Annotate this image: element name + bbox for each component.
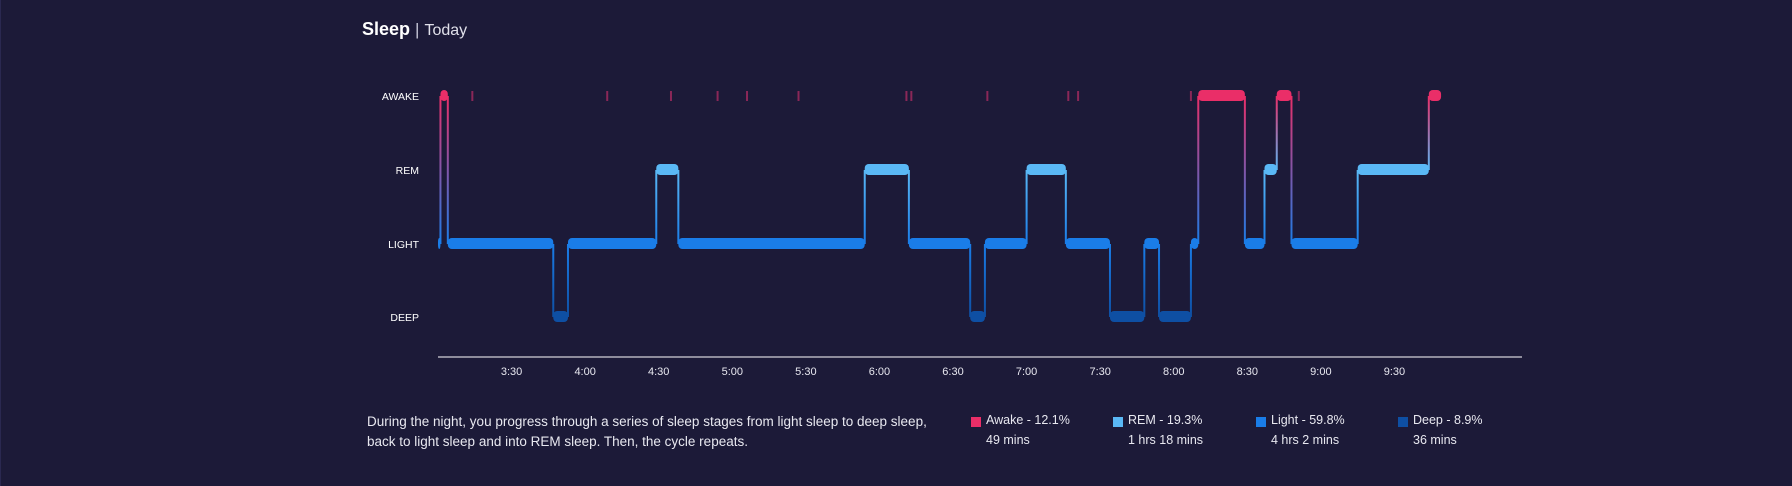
brief-awakening-tick	[797, 91, 800, 101]
legend-duration: 49 mins	[986, 433, 1030, 447]
legend-label: Light - 59.8%	[1271, 413, 1345, 427]
brief-awakening-tick	[1297, 91, 1300, 101]
stage-label-deep: DEEP	[390, 312, 419, 324]
chart-header: Sleep | Today	[362, 19, 467, 40]
stage-transition-line	[1143, 244, 1146, 317]
legend-swatch	[1113, 417, 1123, 427]
stage-bar-light	[1291, 238, 1358, 249]
stage-transition-line	[1427, 96, 1430, 170]
stage-transition-line	[1290, 96, 1293, 244]
legend-label: Awake - 12.1%	[986, 413, 1070, 427]
stage-transition-line	[1064, 170, 1067, 244]
legend-duration: 4 hrs 2 mins	[1271, 433, 1340, 447]
x-tick-label-800: 8:00	[1163, 366, 1184, 378]
stage-bar-deep	[1159, 311, 1191, 322]
x-tick-label-530: 5:30	[795, 366, 816, 378]
brief-awakening-tick	[1067, 91, 1070, 101]
stage-transition-line	[1025, 170, 1028, 244]
stage-bar-light	[908, 238, 971, 249]
legend-label: REM - 19.3%	[1128, 413, 1203, 427]
stage-transition-line	[677, 170, 680, 244]
x-tick-label-500: 5:00	[722, 366, 743, 378]
brief-awakening-tick	[669, 91, 672, 101]
x-tick-label-900: 9:00	[1310, 366, 1331, 378]
brief-awakening-tick	[606, 91, 609, 101]
legend-swatch	[1256, 417, 1266, 427]
stage-transition-line	[1197, 96, 1200, 244]
x-tick-label-400: 4:00	[574, 366, 595, 378]
stage-transition-line	[1356, 170, 1359, 244]
legend-swatch	[1398, 417, 1408, 427]
brief-awakening-tick	[986, 91, 989, 101]
legend-duration: 36 mins	[1413, 433, 1457, 447]
stage-bar-light	[1244, 238, 1265, 249]
stage-bar-light	[1144, 238, 1160, 249]
stage-transition-line	[566, 244, 569, 317]
stage-transition-line	[552, 244, 555, 317]
stage-transition-line	[983, 244, 986, 317]
x-tick-label-930: 9:30	[1384, 366, 1405, 378]
stage-bar-light	[1190, 238, 1199, 249]
brief-awakening-tick	[1077, 91, 1080, 101]
stage-label-rem: REM	[396, 165, 419, 177]
stage-transition-line	[655, 170, 658, 244]
x-tick-label-630: 6:30	[942, 366, 963, 378]
stage-transition-line	[446, 96, 449, 244]
brief-awakening-tick	[905, 91, 908, 101]
stage-transition-line	[1275, 96, 1278, 170]
stage-bar-awake	[1198, 90, 1245, 101]
stage-bar-light	[447, 238, 554, 249]
x-tick-label-830: 8:30	[1237, 366, 1258, 378]
stage-bar-light	[678, 238, 865, 249]
stage-transition-line	[1243, 96, 1246, 244]
stage-bar-deep	[553, 311, 568, 322]
stage-transition-line	[439, 96, 442, 244]
stage-bar-light	[984, 238, 1027, 249]
x-tick-label-700: 7:00	[1016, 366, 1037, 378]
x-tick-label-430: 4:30	[648, 366, 669, 378]
stage-transition-line	[1158, 244, 1161, 317]
brief-awakening-tick	[746, 91, 749, 101]
legend-duration: 1 hrs 18 mins	[1128, 433, 1204, 447]
sleep-stages-chart: AWAKE REM LIGHT DEEP 3:30 4:00 4:30 5:00 5:30 6:0…	[382, 90, 1522, 378]
stage-bar-rem	[1026, 164, 1066, 175]
stage-bar-rem	[1357, 164, 1429, 175]
stage-transition-line	[1263, 170, 1266, 244]
stage-bar-rem	[656, 164, 679, 175]
x-tick-label-330: 3:30	[501, 366, 522, 378]
brief-awakening-tick	[1189, 91, 1192, 101]
stage-label-awake: AWAKE	[382, 91, 419, 103]
stage-bar-rem	[1264, 164, 1277, 175]
stage-label-light: LIGHT	[388, 239, 420, 251]
sleep-description: During the night, you progress through a…	[367, 414, 927, 449]
stage-transition-line	[863, 170, 866, 244]
legend-label: Deep - 8.9%	[1413, 413, 1483, 427]
stage-bar-deep	[970, 311, 985, 322]
title-separator: |	[415, 20, 420, 39]
brief-awakening-tick	[471, 91, 474, 101]
stage-bar-rem	[864, 164, 909, 175]
stage-bar-light	[1065, 238, 1110, 249]
stage-bar-deep	[1109, 311, 1145, 322]
stage-transition-line	[1189, 244, 1192, 317]
stage-transition-line	[907, 170, 910, 244]
x-tick-label-730: 7:30	[1089, 366, 1110, 378]
legend-swatch	[971, 417, 981, 427]
stage-bar-light	[438, 238, 441, 249]
stage-transition-line	[1108, 244, 1111, 317]
frame-edge	[0, 0, 1, 486]
stage-bar-light	[567, 238, 657, 249]
chart-subtitle: Today	[424, 22, 468, 39]
brief-awakening-tick	[716, 91, 719, 101]
stage-bar-awake	[1428, 90, 1442, 101]
stage-transition-line	[969, 244, 972, 317]
stage-bar-awake	[1276, 90, 1292, 101]
stage-bar-awake	[440, 90, 448, 101]
brief-awakening-tick	[910, 91, 913, 101]
x-tick-label-600: 6:00	[869, 366, 890, 378]
chart-title: Sleep	[362, 19, 411, 39]
